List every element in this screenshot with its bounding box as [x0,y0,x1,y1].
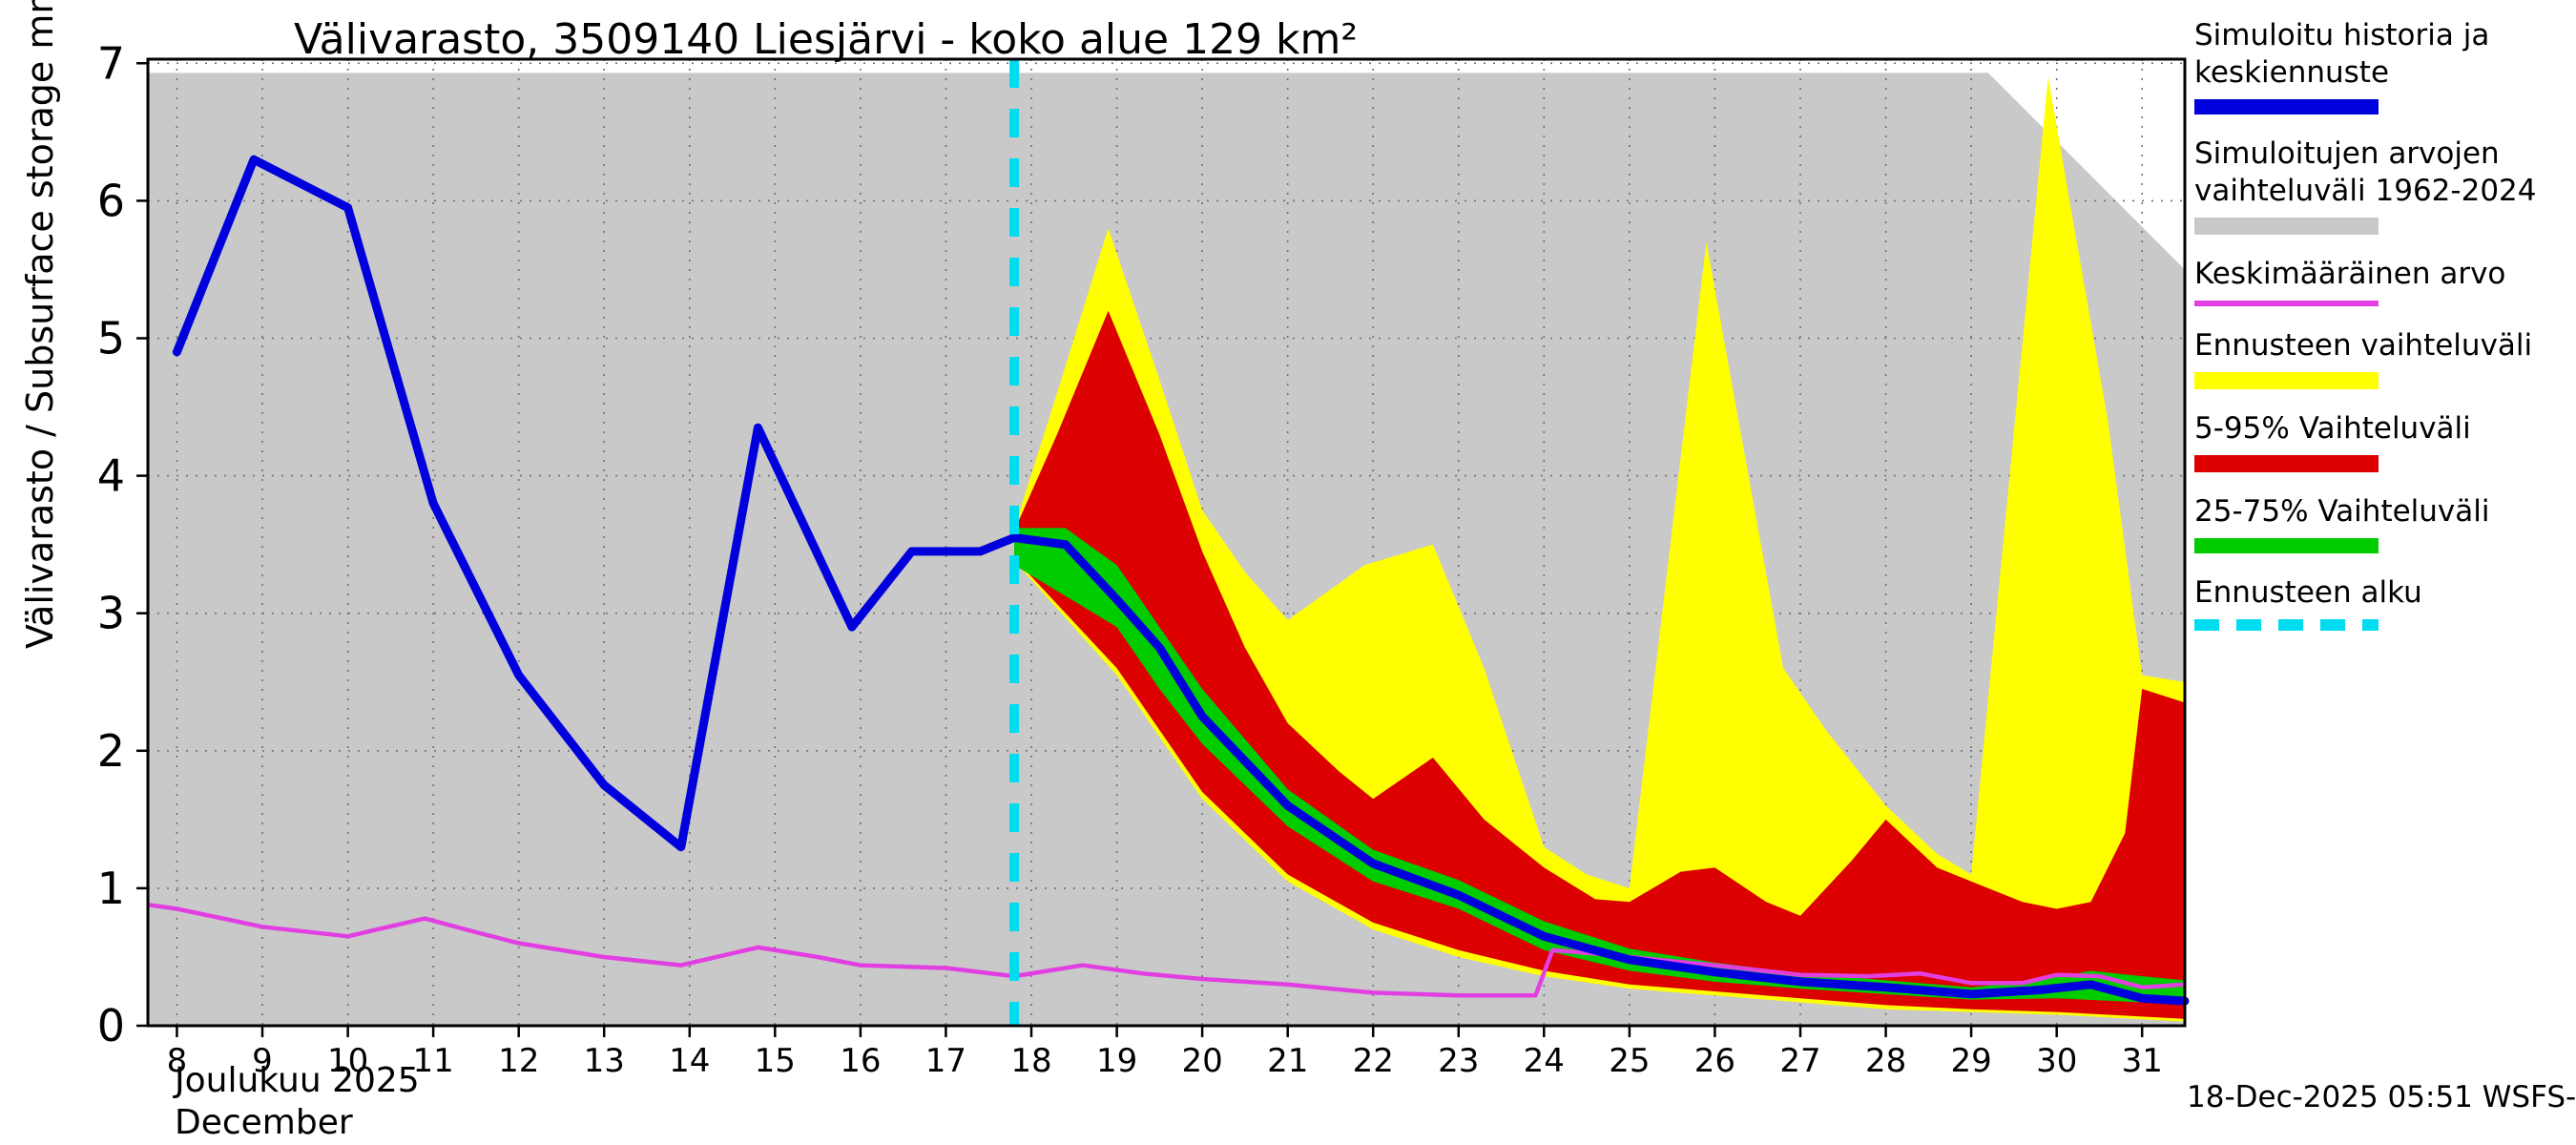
legend-item-mean-value: Keskimääräinen arvo [2194,256,2572,306]
plot-border [146,57,2187,1028]
x-axis-month-english: December [175,1103,353,1142]
legend-label: keskiennuste [2194,55,2390,90]
x-tick-label: 29 [1950,1042,1991,1080]
legend-label: Simuloitujen arvojen [2194,136,2500,171]
x-tick-label: 13 [584,1042,625,1080]
legend-swatch-simulated-history [2194,99,2379,114]
legend-item-simulated-history: Simuloitu historia ja keskiennuste [2194,17,2572,114]
y-tick-label: 3 [97,588,125,639]
legend-label: 5-95% Vaihteluväli [2194,411,2471,446]
y-tick-label: 7 [97,37,125,89]
legend-swatch-5-95-range [2194,455,2379,472]
legend-item-simulated-range: Simuloitujen arvojen vaihteluväli 1962-2… [2194,135,2572,235]
x-tick-label: 19 [1096,1042,1137,1080]
x-tick-label: 30 [2036,1042,2077,1080]
legend-swatch-25-75-range [2194,538,2379,553]
x-tick-label: 20 [1181,1042,1222,1080]
y-tick-label: 4 [97,450,125,502]
legend-label: Ennusteen vaihteluväli [2194,328,2533,363]
y-tick-label: 2 [97,725,125,777]
legend-swatch-simulated-range [2194,218,2379,235]
x-axis-month-finnish: Joulukuu 2025 [175,1061,420,1100]
x-tick-label: 14 [669,1042,710,1080]
y-tick-label: 6 [97,175,125,226]
legend-label: 25-75% Vaihteluväli [2194,494,2490,529]
legend-swatch-forecast-start [2194,619,2379,631]
y-tick-label: 0 [97,1000,125,1051]
chart-legend: Simuloitu historia ja keskiennuste Simul… [2194,17,2572,652]
x-tick-label: 27 [1779,1042,1820,1080]
x-tick-label: 26 [1694,1042,1735,1080]
legend-label: Keskimääräinen arvo [2194,257,2506,291]
x-tick-label: 9 [252,1042,273,1080]
y-tick-label: 5 [97,313,125,364]
x-tick-label: 10 [327,1042,368,1080]
x-tick-label: 23 [1438,1042,1479,1080]
legend-item-forecast-range: Ennusteen vaihteluväli [2194,327,2572,389]
simulated-history-line [172,155,2190,1006]
page-title: Välivarasto, 3509140 Liesjärvi - koko al… [294,15,1359,64]
mean-value-line [147,902,2186,998]
legend-label: Ennusteen alku [2194,575,2422,610]
x-tick-label: 12 [498,1042,539,1080]
x-tick-label: 24 [1524,1042,1565,1080]
legend-item-5-95-range: 5-95% Vaihteluväli [2194,410,2572,472]
x-tick-label: 16 [840,1042,881,1080]
x-tick-label: 17 [925,1042,966,1080]
x-tick-label: 18 [1010,1042,1051,1080]
x-tick-label: 28 [1865,1042,1906,1080]
x-tick-label: 11 [412,1042,453,1080]
legend-item-25-75-range: 25-75% Vaihteluväli [2194,493,2572,553]
x-tick-label: 25 [1609,1042,1650,1080]
band-5-95-area [1014,310,2185,1019]
legend-swatch-forecast-range [2194,372,2379,389]
chart-timestamp: 18-Dec-2025 05:51 WSFS-O [2187,1080,2576,1114]
legend-label: Simuloitu historia ja [2194,18,2490,52]
y-tick-label: 1 [97,863,125,914]
x-tick-label: 8 [167,1042,188,1080]
x-tick-label: 15 [755,1042,796,1080]
x-tick-label: 21 [1267,1042,1308,1080]
legend-item-forecast-start: Ennusteen alku [2194,574,2572,631]
x-tick-label: 31 [2122,1042,2163,1080]
x-tick-label: 22 [1353,1042,1394,1080]
legend-label: vaihteluväli 1962-2024 [2194,174,2537,208]
legend-swatch-mean-value [2194,301,2379,306]
